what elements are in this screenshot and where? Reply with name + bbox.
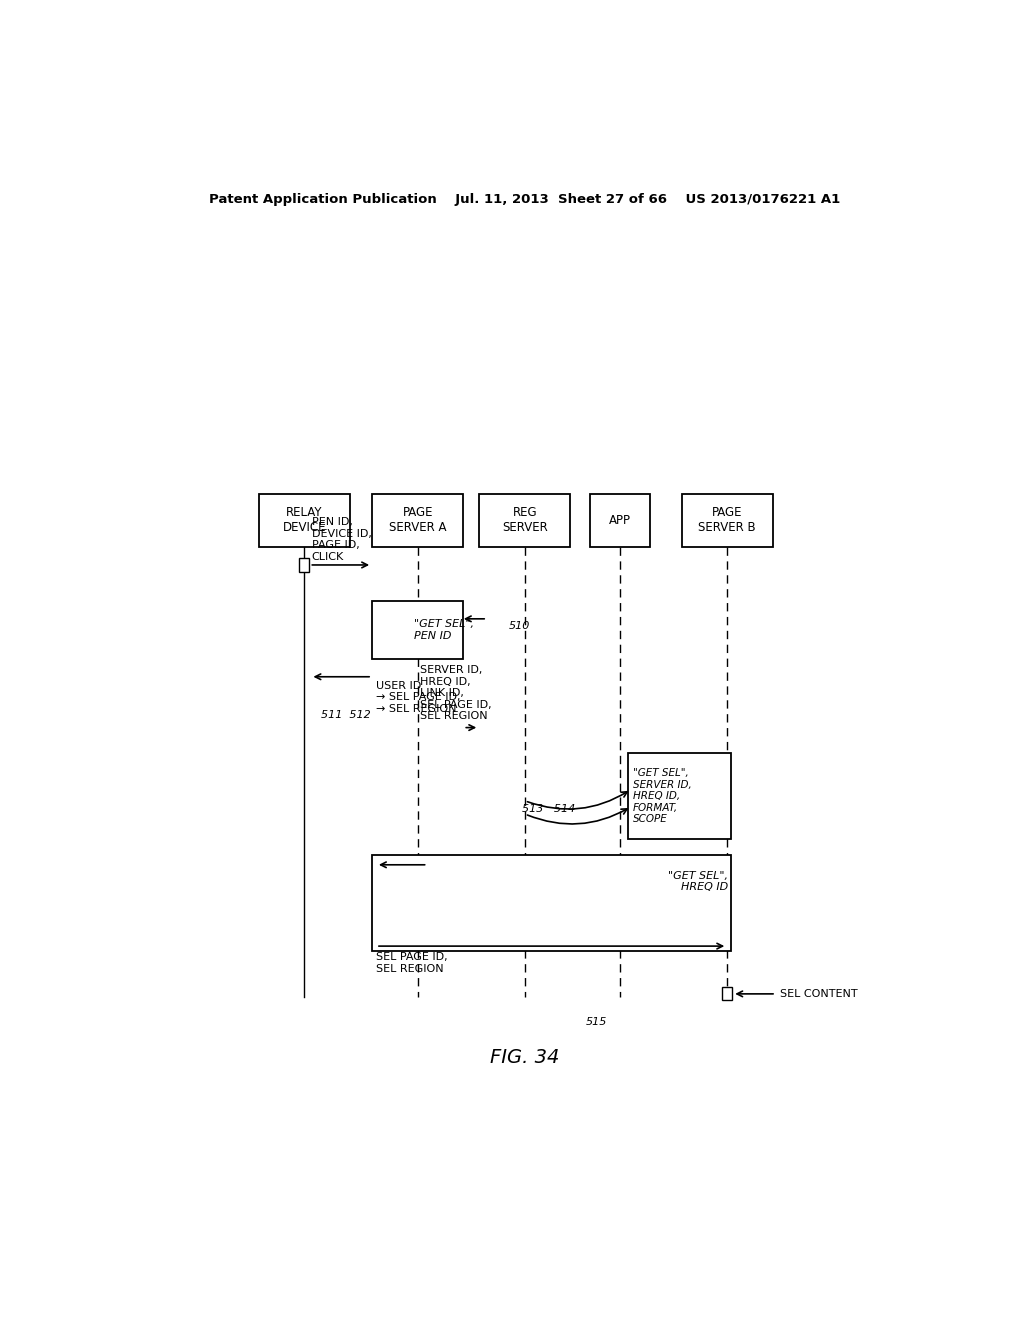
Text: 513   514: 513 514 [522, 804, 575, 814]
Text: "GET SEL",
PEN ID: "GET SEL", PEN ID [414, 619, 474, 640]
Text: "GET SEL",
HREQ ID: "GET SEL", HREQ ID [668, 871, 728, 892]
Bar [372, 494, 463, 546]
Bar [372, 854, 731, 952]
Text: 515: 515 [586, 1018, 607, 1027]
Text: SERVER ID,
HREQ ID,
LINK ID,
SEL PAGE ID,
SEL REGION: SERVER ID, HREQ ID, LINK ID, SEL PAGE ID… [420, 665, 492, 722]
Bar [722, 987, 732, 1001]
Bar [590, 494, 650, 546]
Bar [682, 494, 773, 546]
Text: USER ID
→ SEL PAGE ID,
→ SEL REGION: USER ID → SEL PAGE ID, → SEL REGION [376, 681, 461, 714]
Bar [258, 494, 350, 546]
Text: Patent Application Publication    Jul. 11, 2013  Sheet 27 of 66    US 2013/01762: Patent Application Publication Jul. 11, … [209, 193, 841, 206]
Bar [479, 494, 570, 546]
Text: RELAY
DEVICE: RELAY DEVICE [283, 507, 326, 535]
Text: SEL PAGE ID,
SEL REGION: SEL PAGE ID, SEL REGION [376, 952, 447, 974]
Text: REG
SERVER: REG SERVER [502, 507, 548, 535]
Bar [372, 601, 463, 660]
Text: APP: APP [609, 513, 631, 527]
Text: PAGE
SERVER A: PAGE SERVER A [389, 507, 446, 535]
Text: "GET SEL",
SERVER ID,
HREQ ID,
FORMAT,
SCOPE: "GET SEL", SERVER ID, HREQ ID, FORMAT, S… [633, 768, 691, 825]
Text: FIG. 34: FIG. 34 [490, 1048, 559, 1068]
Text: PEN ID,
DEVICE ID,
PAGE ID,
CLICK: PEN ID, DEVICE ID, PAGE ID, CLICK [311, 517, 372, 562]
Bar [628, 752, 731, 840]
Text: 510: 510 [509, 620, 530, 631]
Text: SEL CONTENT: SEL CONTENT [780, 989, 857, 999]
Text: 511  512: 511 512 [321, 710, 371, 721]
Bar [299, 558, 309, 572]
Text: PAGE
SERVER B: PAGE SERVER B [698, 507, 756, 535]
